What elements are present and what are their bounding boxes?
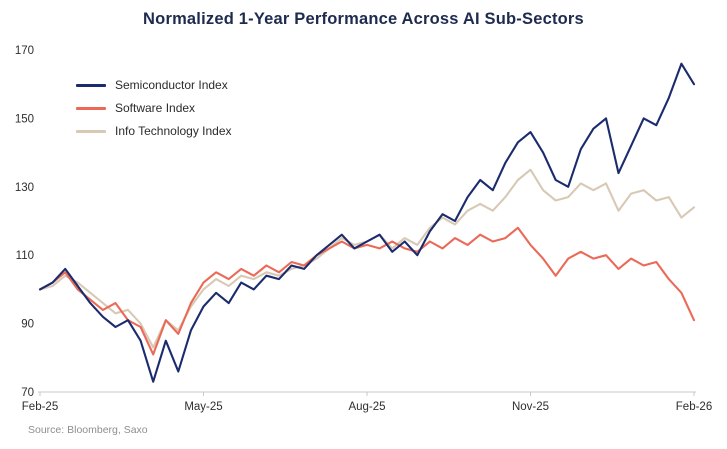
legend-label: Software Index <box>115 101 196 115</box>
x-axis-tick-label: Nov-25 <box>512 401 549 413</box>
series-line-semiconductor-index <box>38 62 696 383</box>
series-line-software-index <box>38 226 696 356</box>
source-note: Source: Bloomberg, Saxo <box>28 424 148 436</box>
y-axis-tick-label: 130 <box>15 182 34 194</box>
legend-item: Software Index <box>76 101 232 115</box>
legend-swatch <box>76 106 106 110</box>
y-axis-tick-label: 110 <box>16 250 34 262</box>
legend-swatch <box>76 129 106 133</box>
y-axis-tick-label: 150 <box>15 113 34 125</box>
chart-legend: Semiconductor Index Software Index Info Te… <box>76 78 232 138</box>
y-axis-tick-label: 90 <box>21 319 34 331</box>
x-axis-tick-label: Feb-25 <box>22 401 58 413</box>
legend-item: Semiconductor Index <box>76 78 232 92</box>
legend-label: Info Technology Index <box>115 124 232 138</box>
x-axis-tick-label: May-25 <box>184 401 222 413</box>
x-axis-tick-label: Feb-26 <box>676 401 712 413</box>
legend-item: Info Technology Index <box>76 124 232 138</box>
x-axis-tick-label: Aug-25 <box>348 401 385 413</box>
y-axis-tick-label: 70 <box>21 387 34 399</box>
y-axis-tick-label: 170 <box>15 45 34 57</box>
chart-title: Normalized 1-Year Performance Across AI … <box>143 10 584 28</box>
legend-label: Semiconductor Index <box>115 78 228 92</box>
legend-swatch <box>76 83 106 87</box>
